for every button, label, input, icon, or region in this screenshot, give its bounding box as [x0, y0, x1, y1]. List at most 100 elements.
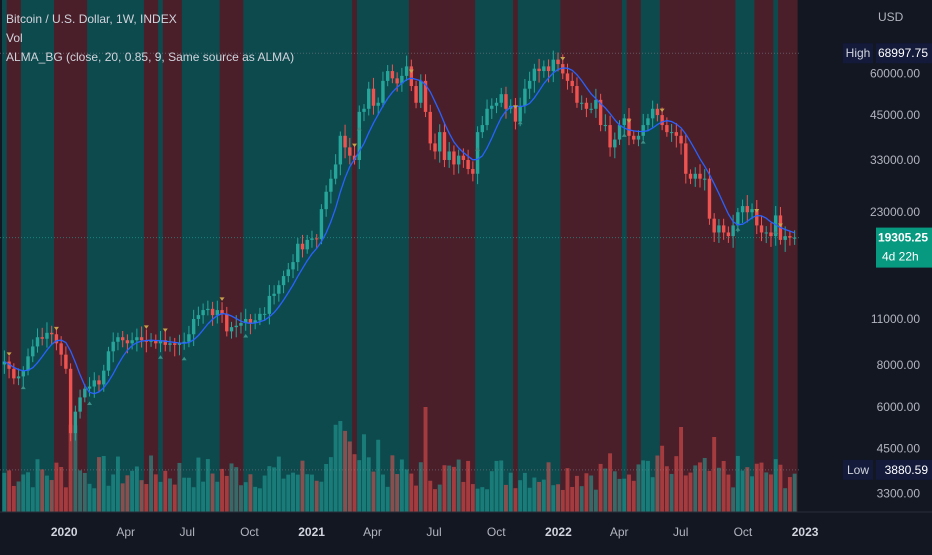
- candle-body: [721, 225, 726, 233]
- volume-bar: [205, 459, 210, 512]
- candle-body: [191, 319, 196, 335]
- volume-bar: [584, 473, 589, 512]
- volume-bar: [745, 467, 750, 512]
- candle-body: [471, 169, 475, 174]
- bg-band: [650, 0, 656, 512]
- volume-bar: [380, 474, 385, 512]
- volume-bar: [54, 462, 59, 512]
- candle-body: [759, 225, 764, 233]
- price-scale[interactable]: 60000.00 45000.00 33000.00 23000.00 11000.00…: [800, 0, 932, 550]
- candle-body: [130, 340, 134, 344]
- bg-band: [281, 0, 287, 512]
- alma-legend[interactable]: ALMA_BG (close, 20, 0.85, 9, Same source…: [6, 50, 295, 64]
- bg-band: [716, 0, 722, 512]
- candle-body: [499, 94, 503, 103]
- alma-line-layer: [4, 67, 795, 395]
- volume-bar: [456, 459, 461, 512]
- candle-body: [310, 238, 314, 240]
- volume-bar: [276, 456, 281, 512]
- volume-bar: [101, 456, 106, 512]
- sell-marker: [408, 69, 414, 74]
- volume-bar: [428, 480, 433, 512]
- candle-body: [139, 337, 144, 341]
- volume-bar: [409, 473, 414, 512]
- bg-band: [631, 0, 637, 512]
- buy-marker: [356, 126, 362, 131]
- candle-body: [102, 370, 106, 385]
- candle-body: [442, 132, 447, 160]
- volume-bar: [295, 474, 300, 512]
- candle-body: [438, 132, 442, 152]
- candle-body: [262, 313, 267, 315]
- buy-marker: [640, 140, 646, 144]
- candle-body: [371, 88, 376, 106]
- candle-body: [650, 108, 655, 119]
- signal-markers: [6, 57, 783, 406]
- candle-body: [390, 71, 395, 79]
- candle-body: [575, 86, 579, 103]
- candle-body: [244, 319, 248, 324]
- candle-body: [158, 340, 163, 344]
- bg-band: [314, 0, 320, 512]
- candle-body: [135, 337, 139, 341]
- sell-marker: [53, 326, 59, 331]
- currency-label[interactable]: USD: [878, 10, 904, 24]
- candle-body: [83, 388, 87, 398]
- bg-band: [413, 0, 420, 512]
- volume-bar: [324, 463, 329, 512]
- candle-body: [788, 236, 792, 238]
- sell-marker: [162, 328, 168, 332]
- candle-body: [267, 295, 272, 314]
- last-price-bg: [876, 227, 932, 268]
- bg-band: [58, 0, 65, 512]
- price-tick-label: 4500.00: [877, 441, 921, 455]
- time-tick-label: Apr: [610, 525, 629, 539]
- volume-bar: [224, 475, 229, 512]
- volume-bar: [186, 477, 191, 512]
- bg-band: [593, 0, 599, 512]
- alma-line: [4, 67, 795, 395]
- volume-bar: [475, 488, 480, 512]
- volume-bar: [645, 460, 650, 512]
- candle-body: [26, 356, 30, 371]
- time-tick-label: Jul: [673, 525, 688, 539]
- sell-marker: [560, 57, 566, 61]
- bg-band: [782, 0, 789, 512]
- candle-body: [329, 178, 333, 192]
- volume-legend[interactable]: Vol: [6, 31, 23, 45]
- volume-bar: [130, 470, 135, 512]
- volume-bar: [210, 473, 215, 512]
- sell-marker: [219, 297, 225, 301]
- volume-bar: [338, 421, 343, 512]
- candle-body: [542, 66, 546, 72]
- buy-marker: [475, 147, 481, 151]
- bg-band: [196, 0, 202, 512]
- volume-bar: [333, 424, 338, 512]
- time-scale[interactable]: 2020 Apr Jul Oct 2021 Apr Jul Oct 2022 Apr Jul Oct 2…: [0, 511, 932, 539]
- candle-body: [333, 164, 338, 179]
- buy-marker: [517, 120, 523, 125]
- volume-bar: [319, 481, 324, 512]
- bg-band: [44, 0, 50, 512]
- symbol-title[interactable]: Bitcoin / U.S. Dollar, 1W, INDEX: [6, 12, 177, 26]
- bg-band: [484, 0, 491, 512]
- volume-bar: [740, 470, 745, 512]
- candle-body: [490, 105, 494, 109]
- volume-bar: [385, 486, 390, 512]
- volume-bar: [182, 477, 187, 512]
- bg-band: [541, 0, 547, 512]
- volume-bar: [716, 467, 721, 512]
- bg-band: [319, 0, 325, 512]
- candle-body: [693, 173, 697, 179]
- volume-bar: [44, 475, 49, 512]
- bg-band: [655, 0, 661, 512]
- bg-band: [238, 0, 244, 512]
- candle-body: [750, 209, 754, 213]
- volume-bar: [153, 474, 158, 512]
- volume-bar: [328, 457, 333, 512]
- candle-body: [78, 397, 82, 412]
- volume-bar: [352, 454, 357, 512]
- buy-marker: [773, 230, 779, 234]
